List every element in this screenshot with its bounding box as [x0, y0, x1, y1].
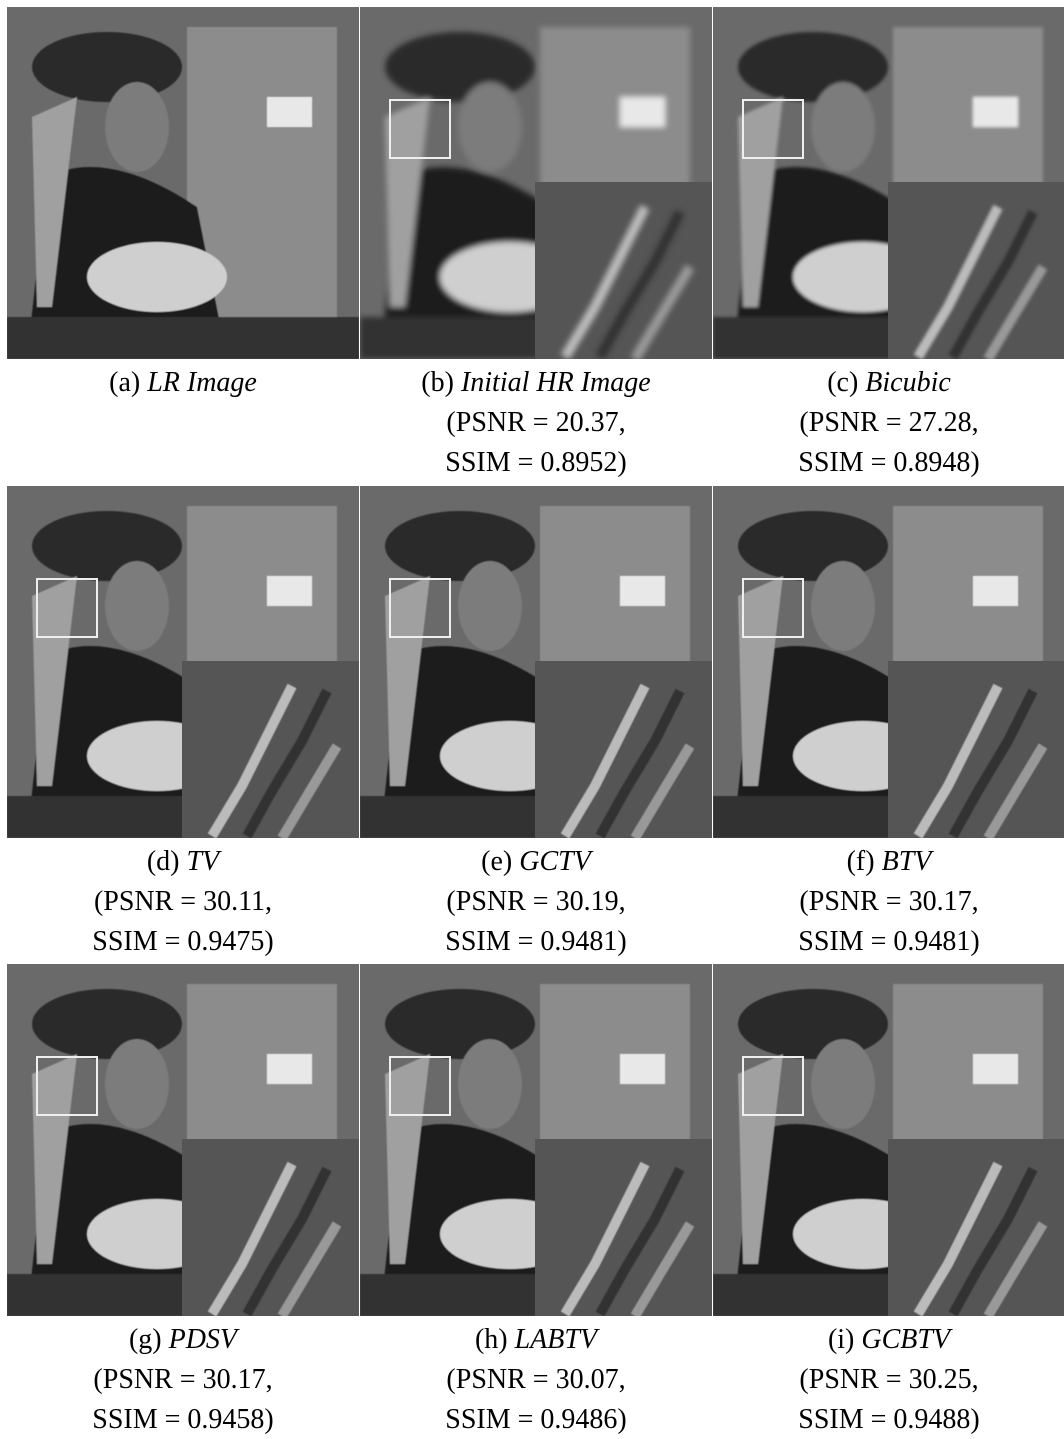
- caption-title: (i) GCBTV: [713, 1320, 1064, 1360]
- caption: (a) LR Image: [7, 363, 359, 403]
- panel: (h) LABTV(PSNR = 30.07,SSIM = 0.9486): [360, 964, 712, 1439]
- metric-line: SSIM = 0.9486): [360, 1400, 712, 1439]
- panel-label: (a): [109, 367, 140, 398]
- metric-line: (PSNR = 30.17,: [713, 882, 1064, 922]
- panel-label: (h): [475, 1324, 508, 1355]
- panel: (c) Bicubic(PSNR = 27.28,SSIM = 0.8948): [713, 7, 1064, 483]
- metric-line: SSIM = 0.9488): [713, 1400, 1064, 1439]
- method-name: TV: [186, 846, 219, 877]
- caption: (c) Bicubic(PSNR = 27.28,SSIM = 0.8948): [713, 363, 1064, 483]
- panel-label: (b): [421, 367, 454, 398]
- method-name: PDSV: [169, 1324, 237, 1355]
- result-image: [713, 964, 1064, 1316]
- caption: (g) PDSV(PSNR = 30.17,SSIM = 0.9458): [7, 1320, 359, 1439]
- panel-label: (f): [847, 846, 875, 877]
- panel: (e) GCTV(PSNR = 30.19,SSIM = 0.9481): [360, 486, 712, 962]
- result-image: [360, 7, 712, 359]
- metric-line: (PSNR = 30.17,: [7, 1360, 359, 1400]
- caption: (f) BTV(PSNR = 30.17,SSIM = 0.9481): [713, 842, 1064, 962]
- method-name: GCTV: [519, 846, 591, 877]
- metric-line: (PSNR = 30.25,: [713, 1360, 1064, 1400]
- caption: (e) GCTV(PSNR = 30.19,SSIM = 0.9481): [360, 842, 712, 962]
- metric-line: (PSNR = 30.11,: [7, 882, 359, 922]
- caption-title: (h) LABTV: [360, 1320, 712, 1360]
- metric-line: (PSNR = 30.07,: [360, 1360, 712, 1400]
- method-name: LABTV: [515, 1324, 597, 1355]
- panel: (f) BTV(PSNR = 30.17,SSIM = 0.9481): [713, 486, 1064, 962]
- panel: (d) TV(PSNR = 30.11,SSIM = 0.9475): [7, 486, 359, 962]
- figure: (a) LR Image (b) Initial HR Image(PSNR =…: [0, 0, 1064, 1439]
- metric-line: SSIM = 0.9481): [360, 922, 712, 962]
- caption-title: (g) PDSV: [7, 1320, 359, 1360]
- caption: (i) GCBTV(PSNR = 30.25,SSIM = 0.9488): [713, 1320, 1064, 1439]
- result-image: [7, 7, 359, 359]
- method-name: Initial HR Image: [461, 367, 651, 398]
- caption: (d) TV(PSNR = 30.11,SSIM = 0.9475): [7, 842, 359, 962]
- metric-line: SSIM = 0.8952): [360, 443, 712, 483]
- panel-label: (d): [147, 846, 180, 877]
- metric-line: SSIM = 0.9475): [7, 922, 359, 962]
- caption-title: (a) LR Image: [7, 363, 359, 403]
- caption-title: (b) Initial HR Image: [360, 363, 712, 403]
- method-name: GCBTV: [861, 1324, 950, 1355]
- panel: (a) LR Image: [7, 7, 359, 403]
- panel-label: (i): [828, 1324, 854, 1355]
- caption-title: (e) GCTV: [360, 842, 712, 882]
- metric-line: SSIM = 0.9458): [7, 1400, 359, 1439]
- metric-line: SSIM = 0.9481): [713, 922, 1064, 962]
- caption-title: (d) TV: [7, 842, 359, 882]
- result-image: [713, 7, 1064, 359]
- metric-line: (PSNR = 27.28,: [713, 403, 1064, 443]
- method-name: BTV: [882, 846, 932, 877]
- metric-line: (PSNR = 30.19,: [360, 882, 712, 922]
- method-name: LR Image: [147, 367, 257, 398]
- caption-title: (f) BTV: [713, 842, 1064, 882]
- caption: (h) LABTV(PSNR = 30.07,SSIM = 0.9486): [360, 1320, 712, 1439]
- result-image: [713, 486, 1064, 838]
- result-image: [360, 964, 712, 1316]
- panel: (b) Initial HR Image(PSNR = 20.37,SSIM =…: [360, 7, 712, 483]
- result-image: [7, 964, 359, 1316]
- panel-label: (e): [481, 846, 512, 877]
- result-image: [360, 486, 712, 838]
- result-image: [7, 486, 359, 838]
- metric-line: (PSNR = 20.37,: [360, 403, 712, 443]
- method-name: Bicubic: [865, 367, 951, 398]
- metric-line: SSIM = 0.8948): [713, 443, 1064, 483]
- caption-title: (c) Bicubic: [713, 363, 1064, 403]
- panel: (g) PDSV(PSNR = 30.17,SSIM = 0.9458): [7, 964, 359, 1439]
- caption: (b) Initial HR Image(PSNR = 20.37,SSIM =…: [360, 363, 712, 483]
- panel-label: (c): [827, 367, 858, 398]
- panel: (i) GCBTV(PSNR = 30.25,SSIM = 0.9488): [713, 964, 1064, 1439]
- panel-label: (g): [129, 1324, 162, 1355]
